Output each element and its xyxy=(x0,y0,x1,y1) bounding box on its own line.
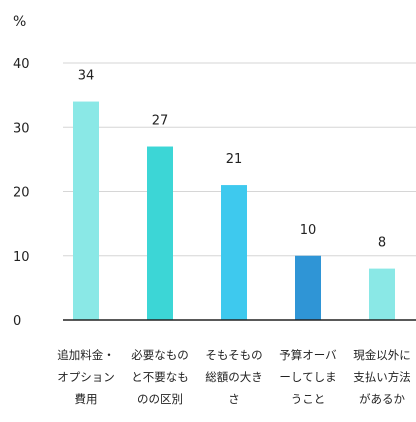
y-tick-label: 10 xyxy=(13,250,30,265)
category-label: 追加料金・ オプション 費用 xyxy=(57,348,115,406)
data-label: 21 xyxy=(226,152,243,167)
category-label: 現金以外に 支払い方法 があるか xyxy=(353,348,411,406)
y-axis-ticks: 0 10 20 30 40 xyxy=(13,57,30,329)
y-tick-label: 30 xyxy=(13,121,30,136)
value-labels: 34 27 21 10 8 xyxy=(78,69,386,251)
y-tick-label: 20 xyxy=(13,186,30,201)
data-label: 8 xyxy=(378,236,386,251)
category-label: そもそもの 総額の大き さ xyxy=(205,348,263,406)
bar xyxy=(295,255,321,320)
bar xyxy=(221,185,247,320)
bar xyxy=(147,146,173,320)
y-tick-label: 40 xyxy=(13,57,30,72)
category-label: 必要なもの と不要なも のの区別 xyxy=(131,348,189,406)
data-label: 34 xyxy=(78,69,95,84)
data-label: 27 xyxy=(152,114,169,129)
bar xyxy=(73,101,99,320)
category-label: 予算オーバ ーしてしま うこと xyxy=(279,348,337,406)
y-axis-unit: % xyxy=(13,14,26,30)
y-tick-label: 0 xyxy=(13,314,21,329)
bar xyxy=(369,268,395,320)
bars xyxy=(73,101,395,320)
data-label: 10 xyxy=(300,223,317,238)
